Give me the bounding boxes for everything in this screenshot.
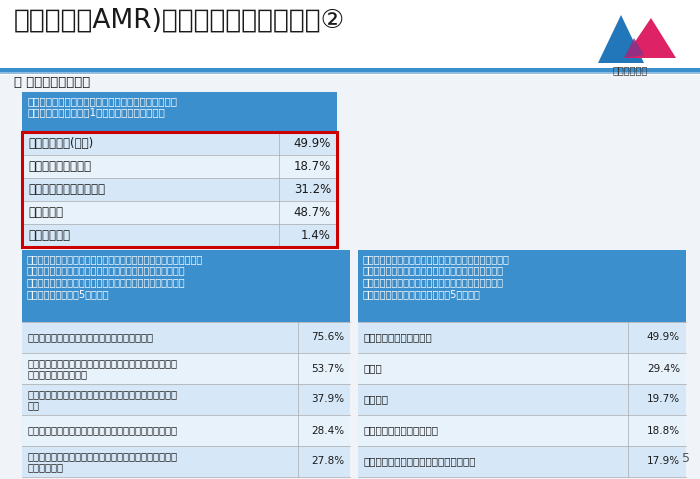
Text: ・テレビ・ラジオ・新聞: ・テレビ・ラジオ・新聞 <box>364 332 433 342</box>
Bar <box>22 132 337 247</box>
Text: ・感染症を起こす菌に抗生物質が効かなくなる: ・感染症を起こす菌に抗生物質が効かなくなる <box>28 332 154 342</box>
Polygon shape <box>624 38 644 58</box>
Text: ・病院・薬局のポスター、パンフレット: ・病院・薬局のポスター、パンフレット <box>364 456 477 467</box>
Bar <box>0 68 700 72</box>
Text: ・日本だけでなく、世界中で薬剤耐性菌が見つかってい
　る: ・日本だけでなく、世界中で薬剤耐性菌が見つかってい る <box>28 388 178 411</box>
Bar <box>358 250 686 322</box>
Bar <box>22 353 350 384</box>
Text: ・知らない: ・知らない <box>28 206 63 219</box>
Text: 27.8%: 27.8% <box>311 456 344 467</box>
Text: 49.9%: 49.9% <box>647 332 680 342</box>
Bar <box>22 384 350 415</box>
Bar <box>22 178 337 201</box>
Bar <box>358 415 686 446</box>
Text: 1.4%: 1.4% <box>301 229 331 242</box>
Bar <box>22 224 337 247</box>
Bar <box>22 155 337 178</box>
Text: 49.9%: 49.9% <box>293 137 331 150</box>
Text: 17.9%: 17.9% <box>647 456 680 467</box>
Text: ・よく知っている: ・よく知っている <box>28 160 91 173</box>
Text: ・抗生物質を正しく飲まないと、薬剤耐性菌が体の中で
　増えるおそれがある: ・抗生物質を正しく飲まないと、薬剤耐性菌が体の中で 増えるおそれがある <box>28 358 178 379</box>
Bar <box>0 72 700 74</box>
Text: 31.2%: 31.2% <box>294 183 331 196</box>
Text: 75.6%: 75.6% <box>311 332 344 342</box>
Bar <box>22 92 337 132</box>
Bar <box>358 384 686 415</box>
Text: ・書籍や雑誌などの出版物: ・書籍や雑誌などの出版物 <box>364 425 439 435</box>
Text: 19.7%: 19.7% <box>647 395 680 404</box>
Text: 更問　（よく知っている」「言葉だけ知っている」と答
　えた方に）、あなたは、「薬剤耐性」についてどこ
　から情報を得ましたか。この中からいくつでもあげ
　てくだ: 更問 （よく知っている」「言葉だけ知っている」と答 えた方に）、あなたは、「薬剤… <box>363 254 510 299</box>
Polygon shape <box>598 15 644 63</box>
Bar <box>358 353 686 384</box>
Polygon shape <box>624 18 676 58</box>
Text: ・知っている(小計): ・知っている(小計) <box>28 137 93 150</box>
Text: ・言葉だけ知っている: ・言葉だけ知っている <box>28 183 105 196</box>
Text: 薬剤耐性（AMR)に関する世論調査結果②: 薬剤耐性（AMR)に関する世論調査結果② <box>14 8 345 34</box>
Text: 〇 薬剤耐性について: 〇 薬剤耐性について <box>14 76 90 89</box>
Text: 更問　（「よく知っている」、「言葉だけ知っている」と答えた方
　に）あなたは、「薬剤耐性」について、どのようなことを
　知っていますか。この中からいくつでもあげ: 更問 （「よく知っている」、「言葉だけ知っている」と答えた方 に）あなたは、「薬… <box>27 254 203 299</box>
Text: ・わからない: ・わからない <box>28 229 70 242</box>
Bar <box>0 0 700 75</box>
Text: 37.9%: 37.9% <box>311 395 344 404</box>
Bar <box>22 250 350 322</box>
Bar <box>358 446 686 477</box>
Text: ・医師: ・医師 <box>364 364 383 374</box>
Text: 18.8%: 18.8% <box>647 425 680 435</box>
Bar <box>22 446 350 477</box>
Text: 28.4%: 28.4% <box>311 425 344 435</box>
Text: 問　あなたは「薬剤耐性」についてどの程度知ってい
　ますか。この中から1つだけお答えください。: 問 あなたは「薬剤耐性」についてどの程度知ってい ますか。この中から1つだけお答… <box>28 96 178 118</box>
Text: 53.7%: 53.7% <box>311 364 344 374</box>
Text: 48.7%: 48.7% <box>294 206 331 219</box>
Text: ・薬剤師: ・薬剤師 <box>364 395 389 404</box>
Text: ・薬剤耐性菌は、他の菌と同様に、人から人に感染する
　ことがある: ・薬剤耐性菌は、他の菌と同様に、人から人に感染する ことがある <box>28 451 178 472</box>
Bar <box>22 322 350 353</box>
Bar <box>358 322 686 353</box>
Bar <box>22 415 350 446</box>
Text: 29.4%: 29.4% <box>647 364 680 374</box>
Text: 5: 5 <box>682 452 690 465</box>
Bar <box>22 132 337 155</box>
Text: 薬剤耐性対策: 薬剤耐性対策 <box>613 65 648 75</box>
Text: 18.7%: 18.7% <box>294 160 331 173</box>
Bar <box>22 201 337 224</box>
Text: ・健康な人でも、薬剤耐性菌を持っている可能性がある: ・健康な人でも、薬剤耐性菌を持っている可能性がある <box>28 425 178 435</box>
